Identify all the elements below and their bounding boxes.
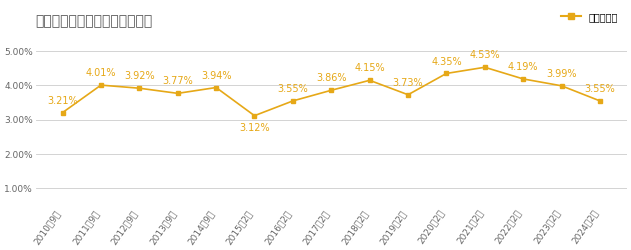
Text: 3.21%: 3.21% <box>47 96 78 106</box>
Text: 3.86%: 3.86% <box>316 74 346 84</box>
Text: 4.01%: 4.01% <box>86 68 116 78</box>
Legend: 営業利益率: 営業利益率 <box>558 8 622 26</box>
Text: 4.53%: 4.53% <box>469 50 500 60</box>
Text: 4.15%: 4.15% <box>355 64 385 74</box>
Text: 3.77%: 3.77% <box>162 76 193 86</box>
Text: 4.19%: 4.19% <box>508 62 538 72</box>
Text: 3.55%: 3.55% <box>278 84 309 94</box>
Text: 3.12%: 3.12% <box>239 122 270 132</box>
Text: 3.55%: 3.55% <box>584 84 615 94</box>
Text: 3.99%: 3.99% <box>546 69 577 79</box>
Text: 3.92%: 3.92% <box>124 71 155 81</box>
Text: ウエルシアの営業利益率の推移: ウエルシアの営業利益率の推移 <box>36 14 153 28</box>
Text: 4.35%: 4.35% <box>431 56 462 66</box>
Text: 3.94%: 3.94% <box>201 71 232 81</box>
Text: 3.73%: 3.73% <box>392 78 423 88</box>
